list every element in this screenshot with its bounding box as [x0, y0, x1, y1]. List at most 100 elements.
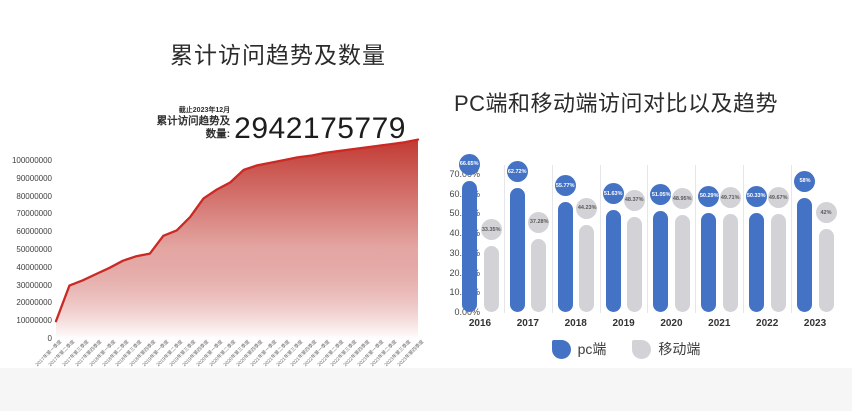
mobile-value-bubble: 48.95%	[671, 188, 693, 213]
mobile-bar	[627, 216, 643, 312]
bubble-value-label: 51.05%	[651, 192, 671, 198]
right-chart-title: PC端和移动端访问对比以及趋势	[454, 91, 779, 116]
pc-bar	[557, 202, 573, 312]
cumulative-visits-chart: 累计访问趋势及数量 截止2023年12月 累计访问趋势及数量: 29421757…	[11, 42, 425, 368]
mobile-legend-icon	[632, 339, 652, 359]
y-axis-label: 0	[47, 334, 52, 343]
bubble-value-label: 62.72%	[507, 169, 527, 175]
bubble-value-label: 50.33%	[747, 193, 767, 200]
year-label: 2020	[660, 318, 683, 329]
bubble-tip	[512, 175, 523, 186]
mobile-bar	[674, 215, 690, 312]
separator-line	[503, 165, 505, 313]
bubble-tip	[799, 185, 810, 196]
bar-chart-plot: 70.00%60.00%50.00%40.00%30.00%20.00%10.0…	[426, 0, 852, 411]
bubble-tip	[655, 198, 666, 209]
y-axis-label: 30000000	[16, 280, 52, 290]
pc-value-bubble: 55.77%	[554, 175, 576, 200]
separator-line	[791, 165, 793, 313]
separator-line	[695, 165, 697, 313]
annotation-labels: 截止2023年12月 累计访问趋势及数量:	[150, 106, 231, 141]
mobile-bar	[722, 214, 738, 312]
mobile-value-bubble: 37.28%	[528, 211, 550, 236]
pc-bar	[653, 211, 669, 312]
bubble-tip	[629, 204, 640, 215]
bubble-tip	[703, 200, 714, 211]
y-axis-label: 20000000	[16, 298, 52, 308]
pc-bar	[701, 212, 717, 312]
pc-value-bubble: 50.33%	[746, 185, 768, 211]
total-annotation: 截止2023年12月 累计访问趋势及数量: 2942175779	[150, 106, 406, 144]
area-chart-plot: 100000000 90000000 80000000 70000000 6000000…	[11, 138, 425, 368]
mobile-bar	[531, 238, 547, 312]
year-label: 2018	[564, 318, 587, 329]
bubble-value-label: 48.37%	[625, 197, 644, 203]
bubble-tip	[677, 203, 688, 213]
pc-legend-icon	[551, 339, 571, 359]
separator-line	[599, 165, 601, 313]
bubble-value-label: 42%	[820, 209, 832, 216]
bubble-value-label: 49.67%	[768, 194, 788, 201]
bubble-value-label: 58%	[798, 178, 811, 184]
pc-mobile-comparison-chart: PC端和移动端访问对比以及趋势 70.00%60.00%50.00%40.00%…	[426, 0, 852, 411]
bubble-value-label: 49.71%	[720, 194, 740, 201]
mobile-bar	[483, 246, 499, 312]
bubble-value-label: 66.65%	[460, 161, 479, 167]
pc-value-bubble: 51.05%	[650, 184, 672, 209]
separator-line	[743, 165, 745, 313]
bubble-tip	[486, 233, 496, 244]
pc-value-bubble: 51.63%	[602, 183, 624, 208]
pc-bar	[509, 188, 525, 312]
year-label: 2022	[756, 318, 779, 329]
trend-line	[54, 138, 420, 323]
pc-bar	[462, 180, 477, 312]
y-axis-label: 90000000	[16, 173, 52, 183]
year-label: 2019	[612, 318, 635, 329]
mobile-value-bubble: 49.71%	[719, 187, 741, 212]
legend-item-pc: pc端	[551, 339, 607, 359]
bubble-value-label: 51.63%	[603, 190, 623, 197]
year-label: 2016	[468, 318, 492, 329]
bubble-value-label: 33.35%	[481, 226, 501, 233]
bubble-value-label: 48.95%	[673, 196, 692, 202]
bubble-tip	[821, 216, 831, 227]
pc-value-bubble: 62.72%	[506, 161, 528, 186]
bubble-tip	[533, 226, 544, 236]
pc-bar	[605, 210, 621, 312]
mobile-bar	[818, 229, 834, 312]
year-label: 2021	[708, 318, 731, 329]
y-axis-label: 50000000	[16, 245, 52, 254]
mobile-legend-label: 移动端	[658, 341, 701, 357]
separator-line	[647, 165, 649, 313]
bubble-tip	[751, 200, 762, 211]
mobile-value-bubble: 44.23%	[576, 197, 598, 223]
year-label: 2023	[803, 318, 827, 329]
mobile-value-bubble: 49.67%	[767, 187, 789, 212]
y-axis-label: 100000000	[11, 156, 52, 165]
y-axis-label: 60000000	[16, 227, 52, 237]
total-visits-value: 2942175779	[234, 112, 406, 145]
pc-legend-label: pc端	[577, 341, 607, 357]
legend-item-mobile: 移动端	[632, 339, 700, 359]
bubble-value-label: 44.23%	[577, 205, 597, 212]
annotation-asof-date: 截止2023年12月	[178, 107, 231, 114]
bubble-tip	[773, 201, 784, 212]
mobile-bar	[770, 214, 786, 312]
bubble-value-label: 37.28%	[529, 219, 549, 225]
mobile-bar	[579, 224, 595, 312]
area-chart-svg	[54, 138, 420, 339]
y-axis-label: 10000000	[16, 316, 52, 326]
pc-value-bubble: 50.29%	[698, 185, 720, 211]
bubble-tip	[581, 212, 592, 223]
pc-value-bubble: 58%	[794, 170, 816, 196]
footer-band	[0, 368, 852, 411]
area-fill	[56, 139, 418, 339]
year-label: 2017	[516, 318, 539, 329]
mobile-value-bubble: 42%	[815, 202, 837, 227]
bubble-tip	[608, 197, 619, 208]
mobile-value-bubble: 33.35%	[480, 219, 502, 244]
bubble-tip	[725, 201, 736, 212]
bubble-tip	[560, 189, 571, 200]
pc-bar	[797, 197, 813, 312]
